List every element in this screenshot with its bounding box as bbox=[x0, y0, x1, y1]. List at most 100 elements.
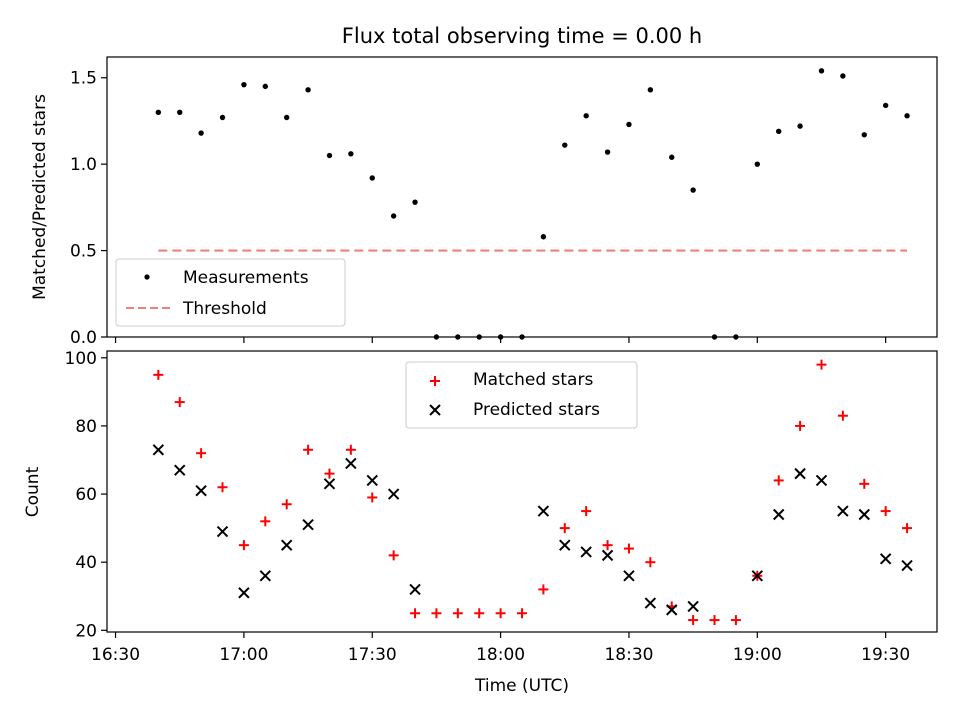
predicted-star-point bbox=[644, 597, 657, 609]
matched-star-point bbox=[388, 550, 399, 561]
predicted-star-point bbox=[687, 600, 699, 613]
measurement-point bbox=[390, 213, 397, 219]
predicted-star-point bbox=[858, 508, 870, 521]
measurement-point bbox=[177, 109, 183, 116]
matched-star-point bbox=[238, 540, 249, 551]
measurement-point bbox=[262, 83, 268, 90]
predicted-star-point bbox=[174, 464, 186, 476]
predicted-star-point bbox=[280, 539, 293, 551]
predicted-star-point bbox=[751, 570, 764, 582]
matched-star-point bbox=[902, 523, 913, 534]
x-tick-label: 18:30 bbox=[604, 645, 653, 665]
ratio-y-tick-label: 1.5 bbox=[70, 69, 97, 89]
count-y-tick-label: 40 bbox=[75, 553, 97, 573]
matched-star-point bbox=[495, 608, 506, 619]
measurement-point bbox=[155, 109, 162, 116]
ratio-y-tick-label: 0.0 bbox=[70, 328, 97, 348]
ratio-legend: Measurements Threshold bbox=[115, 258, 346, 327]
measurement-point bbox=[840, 73, 846, 79]
predicted-star-point bbox=[366, 474, 378, 487]
measurement-point bbox=[412, 199, 418, 205]
x-axis-label: Time (UTC) bbox=[474, 676, 569, 696]
predicted-star-point bbox=[195, 484, 207, 497]
measurement-point bbox=[754, 161, 761, 167]
matched-star-point bbox=[517, 608, 527, 619]
x-tick-label: 16:30 bbox=[91, 645, 140, 665]
predicted-star-point bbox=[323, 478, 336, 490]
measurement-point bbox=[904, 113, 910, 119]
matched-star-point bbox=[217, 482, 228, 493]
matched-star-point bbox=[538, 584, 549, 595]
count-y-axis-label: Count bbox=[23, 466, 43, 517]
ratio-y-axis-label: Matched/Predicted stars bbox=[30, 94, 50, 300]
x-tick-label: 17:00 bbox=[219, 645, 268, 665]
predicted-star-point bbox=[794, 467, 806, 480]
matched-star-point bbox=[196, 448, 207, 459]
measurement-point bbox=[562, 142, 568, 148]
matched-star-point bbox=[559, 523, 570, 534]
measurement-point bbox=[219, 114, 226, 121]
predicted-star-point bbox=[238, 587, 250, 599]
predicted-star-point bbox=[409, 583, 421, 596]
matched-star-point bbox=[281, 499, 292, 510]
matched-star-point bbox=[345, 444, 356, 455]
matched-star-point bbox=[153, 369, 164, 380]
measurement-point bbox=[198, 130, 204, 136]
measurement-point bbox=[776, 128, 782, 135]
count-y-ticks: 20 40 60 80 100 bbox=[65, 349, 107, 641]
matched-star-point bbox=[730, 615, 741, 626]
matched-star-point bbox=[474, 608, 485, 619]
count-x-ticks: 16:30 17:00 17:30 18:00 18:30 19:00 19:30 bbox=[91, 632, 910, 665]
count-y-tick-label: 100 bbox=[65, 349, 97, 369]
matched-star-point bbox=[303, 444, 314, 455]
count-axes-frame bbox=[106, 350, 938, 633]
predicted-star-point bbox=[623, 570, 635, 582]
matched-star-point bbox=[410, 608, 421, 619]
matched-star-point bbox=[795, 420, 806, 431]
x-tick-label: 18:00 bbox=[476, 645, 525, 665]
ratio-x-ticks bbox=[114, 337, 887, 343]
measurement-point bbox=[241, 81, 247, 88]
threshold-legend-label: Threshold bbox=[182, 299, 267, 319]
matched-star-point bbox=[581, 506, 592, 517]
count-legend-box bbox=[405, 361, 638, 429]
matched-star-point bbox=[688, 615, 699, 626]
measurement-point bbox=[797, 123, 803, 129]
predicted-star-point bbox=[259, 570, 272, 582]
matched-star-point bbox=[816, 359, 827, 370]
measurement-point bbox=[626, 121, 632, 128]
matched-star-point bbox=[623, 543, 634, 554]
measurement-point bbox=[690, 187, 696, 193]
predicted-star-point bbox=[216, 525, 229, 538]
predicted-stars-legend-marker bbox=[429, 404, 441, 416]
predicted-stars-legend-label: Predicted stars bbox=[473, 400, 600, 420]
matched-star-point bbox=[324, 468, 335, 479]
chart-title: Flux total observing time = 0.00 h bbox=[342, 24, 702, 48]
matched-star-point bbox=[367, 492, 378, 503]
count-panel: 20 40 60 80 100 16:30 17:00 17:30 18:00 18:30 19:… bbox=[23, 349, 938, 696]
measurement-point bbox=[669, 154, 675, 160]
measurement-point bbox=[861, 132, 867, 138]
measurement-point bbox=[348, 151, 354, 157]
matched-star-point bbox=[602, 540, 613, 551]
ratio-plot-area bbox=[155, 68, 910, 340]
matched-star-point bbox=[174, 397, 185, 408]
count-y-tick-label: 60 bbox=[75, 485, 97, 505]
matched-star-point bbox=[773, 475, 784, 486]
matched-star-point bbox=[837, 410, 848, 421]
measurement-point bbox=[818, 68, 825, 74]
measurements-legend-marker bbox=[144, 274, 150, 280]
measurements-legend-label: Measurements bbox=[183, 268, 309, 288]
ratio-y-ticks: 0.0 0.5 1.0 1.5 bbox=[70, 69, 107, 348]
measurement-point bbox=[583, 113, 589, 119]
matched-star-point bbox=[260, 516, 271, 527]
matched-star-point bbox=[880, 506, 891, 517]
count-legend: Matched stars Predicted stars bbox=[405, 361, 638, 429]
predicted-star-point bbox=[580, 546, 592, 558]
count-y-tick-label: 80 bbox=[75, 417, 97, 437]
x-tick-label: 19:00 bbox=[733, 645, 782, 665]
predicted-star-point bbox=[537, 505, 550, 517]
measurement-point bbox=[882, 102, 889, 109]
